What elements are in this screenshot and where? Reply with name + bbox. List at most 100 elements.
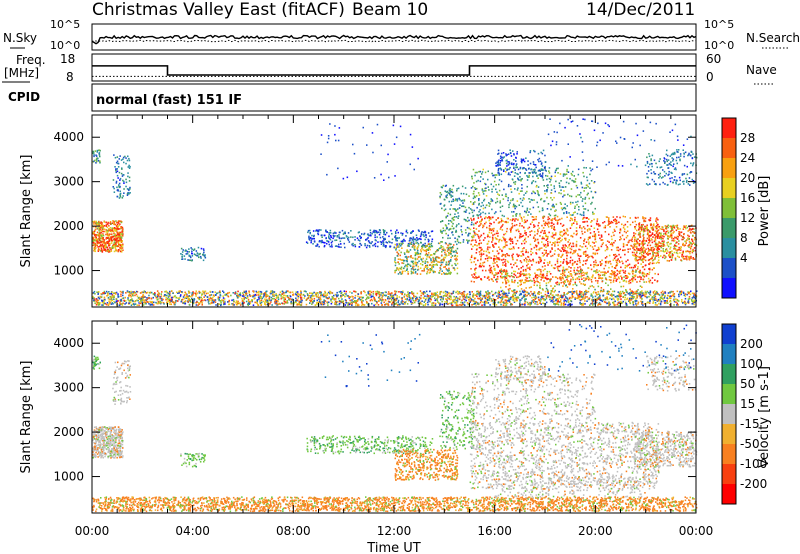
power-cell (619, 291, 622, 293)
power-cell (506, 227, 508, 230)
power-cell (443, 209, 446, 212)
power-cell (449, 208, 451, 210)
power-cell (627, 264, 629, 267)
power-cell (557, 294, 559, 297)
power-cell (443, 198, 446, 201)
power-cell (572, 245, 575, 248)
power-cell (163, 303, 165, 305)
power-cell (658, 300, 660, 302)
power-cell (463, 298, 466, 301)
power-cell (311, 298, 313, 300)
power-cell (416, 237, 418, 239)
power-cell (138, 296, 141, 299)
power-cell (516, 259, 518, 261)
power-cell (95, 226, 97, 228)
power-cell (158, 295, 160, 297)
power-cell (298, 293, 301, 296)
power-cell (561, 217, 563, 220)
power-cell (583, 238, 586, 241)
power-cell (191, 255, 194, 257)
power-cell (577, 266, 579, 269)
power-cell (529, 294, 531, 297)
power-cell (669, 300, 672, 303)
power-cell (477, 235, 480, 238)
power-cell (534, 244, 537, 246)
power-cell (474, 268, 476, 270)
power-cell (684, 297, 687, 300)
power-cell (474, 187, 476, 189)
power-cell (360, 236, 363, 239)
power-cell (390, 295, 392, 298)
power-cell (111, 247, 113, 249)
power-cell (396, 246, 399, 248)
power-cell (201, 293, 203, 295)
power-cell (627, 248, 629, 251)
power-cell (549, 298, 551, 301)
power-cell (619, 296, 621, 298)
power-cell (437, 256, 440, 259)
power-cell (687, 301, 690, 303)
power-cell (423, 249, 426, 252)
power-cell (96, 302, 98, 305)
power-cell (236, 301, 238, 303)
power-cell (528, 260, 530, 263)
power-cell (505, 265, 507, 267)
power-cell (295, 297, 297, 300)
power-cell (97, 248, 100, 250)
power-cell (264, 292, 266, 294)
power-cell (664, 294, 666, 297)
power-cell (399, 303, 401, 305)
power-cell (99, 302, 101, 304)
power-cell (581, 233, 584, 235)
power-cell (396, 229, 398, 231)
power-cell (92, 244, 94, 247)
power-cell (623, 292, 626, 294)
power-cell (427, 240, 430, 243)
power-cell (98, 242, 101, 244)
power-cell (474, 257, 477, 259)
power-cell (448, 189, 451, 192)
power-cell (431, 265, 433, 267)
power-cell (103, 302, 106, 305)
power-cell (116, 238, 118, 240)
power-cell (311, 303, 313, 305)
power-cell (513, 292, 515, 294)
power-cell (487, 240, 490, 243)
power-cell (550, 225, 552, 227)
power-cell (644, 220, 647, 223)
power-cell (355, 304, 357, 307)
power-cell (394, 261, 396, 263)
power-cell (117, 237, 119, 240)
power-cell (119, 179, 121, 181)
power-cell (428, 264, 431, 266)
power-cell (578, 294, 580, 296)
power-cell (472, 192, 475, 195)
power-cell (440, 193, 443, 196)
power-cell (102, 234, 105, 237)
power-cell (425, 250, 428, 253)
power-cell (590, 255, 592, 258)
power-cell (461, 185, 464, 188)
power-cell (283, 303, 286, 305)
power-cell (326, 231, 328, 233)
power-cell (418, 299, 421, 302)
power-cell (312, 292, 314, 295)
power-cell (522, 240, 525, 242)
power-cell (450, 243, 452, 245)
power-cell (420, 241, 422, 244)
power-cell (415, 242, 417, 244)
power-cell (543, 295, 545, 298)
power-cell (540, 269, 542, 271)
power-cell (218, 291, 221, 294)
power-cell (262, 296, 265, 298)
power-cell (547, 292, 550, 294)
power-cell (528, 292, 530, 295)
power-cell (568, 244, 571, 246)
power-cell (108, 251, 111, 253)
power-cell (291, 291, 294, 293)
power-cell (512, 258, 514, 261)
power-cell (424, 260, 427, 262)
power-cell (146, 298, 149, 300)
power-cell (443, 256, 445, 259)
power-cell (580, 291, 582, 294)
